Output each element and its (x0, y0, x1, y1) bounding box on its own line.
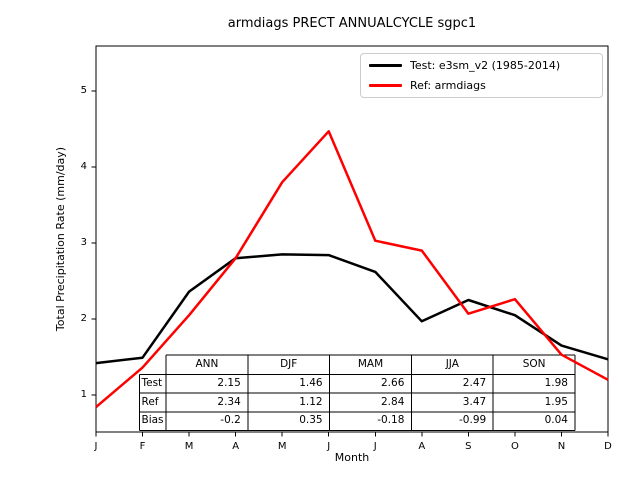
table-cell-value: 2.15 (217, 377, 241, 389)
table-cell-value: 2.84 (381, 395, 405, 408)
table-cell-value: 1.46 (299, 377, 323, 389)
x-tick-label: J (327, 441, 331, 452)
table-col-header: SON (522, 358, 546, 370)
table-cell-value: -0.99 (459, 414, 487, 427)
ref-series-line (95, 130, 609, 409)
x-tick-label: J (94, 441, 98, 452)
test-legend-line-sample (369, 64, 402, 67)
chart-title: armdiags PRECT ANNUALCYCLE sgpc1 (227, 16, 477, 31)
table-cell-value: 1.95 (544, 395, 568, 408)
table-col-header: MAM (357, 358, 384, 370)
table-cell-value: 1.98 (544, 377, 568, 389)
ref-legend-line-sample (369, 84, 402, 87)
legend-label: Ref: armdiags (410, 79, 486, 92)
table-row-label: Bias (141, 414, 164, 427)
x-tick-label: F (139, 441, 146, 452)
table-cell-value: 0.04 (544, 414, 568, 427)
table-body-bg (139, 374, 575, 431)
legend-entry: Ref: armdiags (369, 77, 602, 94)
table-cell-value: 2.34 (217, 395, 241, 408)
table-row-label: Test (141, 377, 163, 389)
table-col-header: JJA (445, 358, 459, 370)
test-series-line (95, 253, 609, 365)
x-tick-label: M (277, 441, 287, 452)
y-tick-label: 3 (80, 236, 87, 248)
table-row-label: Ref (141, 395, 159, 408)
x-tick-label: D (604, 441, 612, 452)
legend: Test: e3sm_v2 (1985-2014) Ref: armdiags (360, 53, 603, 98)
plot-border (95, 45, 609, 433)
x-tick-label: A (418, 441, 426, 452)
x-tick-label: M (184, 441, 194, 452)
y-tick-label: 1 (80, 388, 87, 400)
x-tick-label: S (465, 441, 472, 452)
table-cell-value: 1.12 (299, 395, 323, 408)
table-col-header: ANN (195, 358, 219, 370)
table-header-bg (166, 355, 575, 375)
table-cell-value: 2.47 (462, 377, 487, 389)
x-tick-label: A (232, 441, 240, 452)
legend-entry: Test: e3sm_v2 (1985-2014) (369, 57, 602, 74)
x-axis-label: Month (334, 451, 370, 464)
y-tick-label: 2 (80, 312, 87, 324)
x-tick-label: N (557, 441, 566, 452)
x-tick-label: O (510, 441, 519, 452)
table-cell-value: -0.18 (377, 414, 405, 427)
y-tick-label: 4 (80, 160, 87, 172)
table-cell-value: 0.35 (299, 414, 323, 427)
table-cell-value: 2.66 (381, 377, 405, 389)
x-tick-label: J (373, 441, 377, 452)
table-cell-value: -0.2 (220, 414, 241, 427)
table-col-header: DJF (280, 358, 298, 370)
table-cell-value: 3.47 (462, 395, 487, 408)
y-tick-label: 5 (80, 84, 87, 96)
legend-label: Test: e3sm_v2 (1985-2014) (410, 59, 561, 72)
